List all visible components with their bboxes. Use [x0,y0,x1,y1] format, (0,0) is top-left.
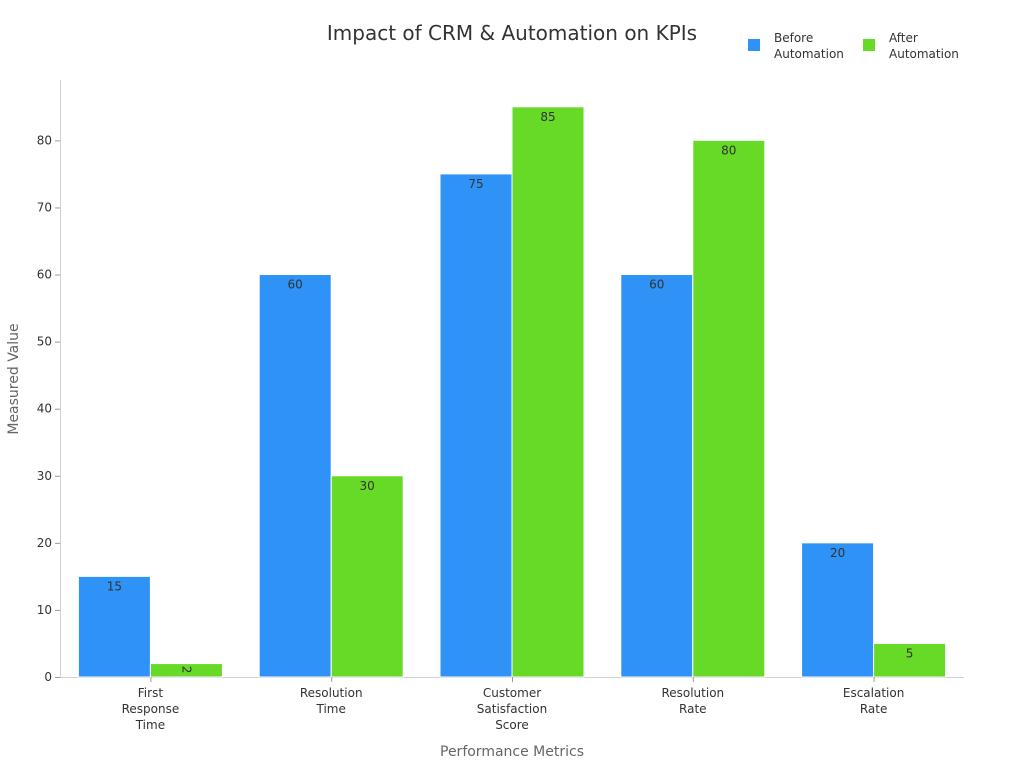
y-axis-ticks: 0 10 20 30 40 50 60 70 80 [37,133,60,684]
y-tick-label: 60 [37,268,52,282]
bar-before-4 [801,542,875,678]
bar-labels: 15 60 75 60 20 2 30 85 80 5 [107,110,914,674]
x-axis-title: Performance Metrics [440,744,584,760]
x-tick-label: Resolution Time [300,686,363,716]
legend-label-after: After Automation [889,31,959,61]
bar-value-label: 2 [179,666,193,674]
legend-swatch-before [748,39,760,51]
bar-before-1 [258,274,332,678]
bar-after-4 [873,642,947,678]
bar-value-label: 15 [107,579,122,593]
legend: Before Automation After Automation [748,31,959,61]
bar-value-label: 20 [830,546,845,560]
y-tick-label: 80 [37,133,52,147]
y-tick-label: 40 [37,402,52,416]
x-tick-label: Escalation Rate [843,686,904,716]
y-tick-label: 70 [37,200,52,214]
bar-after-1 [330,475,404,678]
chart-title: Impact of CRM & Automation on KPIs [327,21,697,45]
y-tick-label: 20 [37,536,52,550]
bar-after-3 [692,139,766,678]
bar-value-label: 5 [906,646,914,660]
bar-before-3 [620,274,694,678]
bar-before-2 [439,173,513,678]
x-tick-label: Customer Satisfaction Score [477,686,547,732]
y-tick-label: 0 [44,670,52,684]
bar-value-label: 75 [468,177,483,191]
bars [77,106,947,678]
legend-swatch-after [863,39,875,51]
x-tick-label: Resolution Rate [661,686,724,716]
bar-before-0 [77,575,151,678]
bar-after-2 [511,106,585,678]
x-axis-category-labels: First Response Time Resolution Time Customer S… [122,677,904,732]
legend-label-before: Before Automation [774,31,844,61]
y-axis-title: Measured Value [6,323,22,434]
bar-value-label: 85 [540,110,555,124]
bar-value-label: 60 [649,278,664,292]
y-tick-label: 50 [37,335,52,349]
bar-value-label: 30 [360,479,375,493]
bar-after-0 [149,663,223,678]
y-tick-label: 10 [37,603,52,617]
bar-value-label: 80 [721,143,736,157]
x-tick-label: First Response Time [122,686,180,732]
y-tick-label: 30 [37,469,52,483]
bar-value-label: 60 [288,278,303,292]
